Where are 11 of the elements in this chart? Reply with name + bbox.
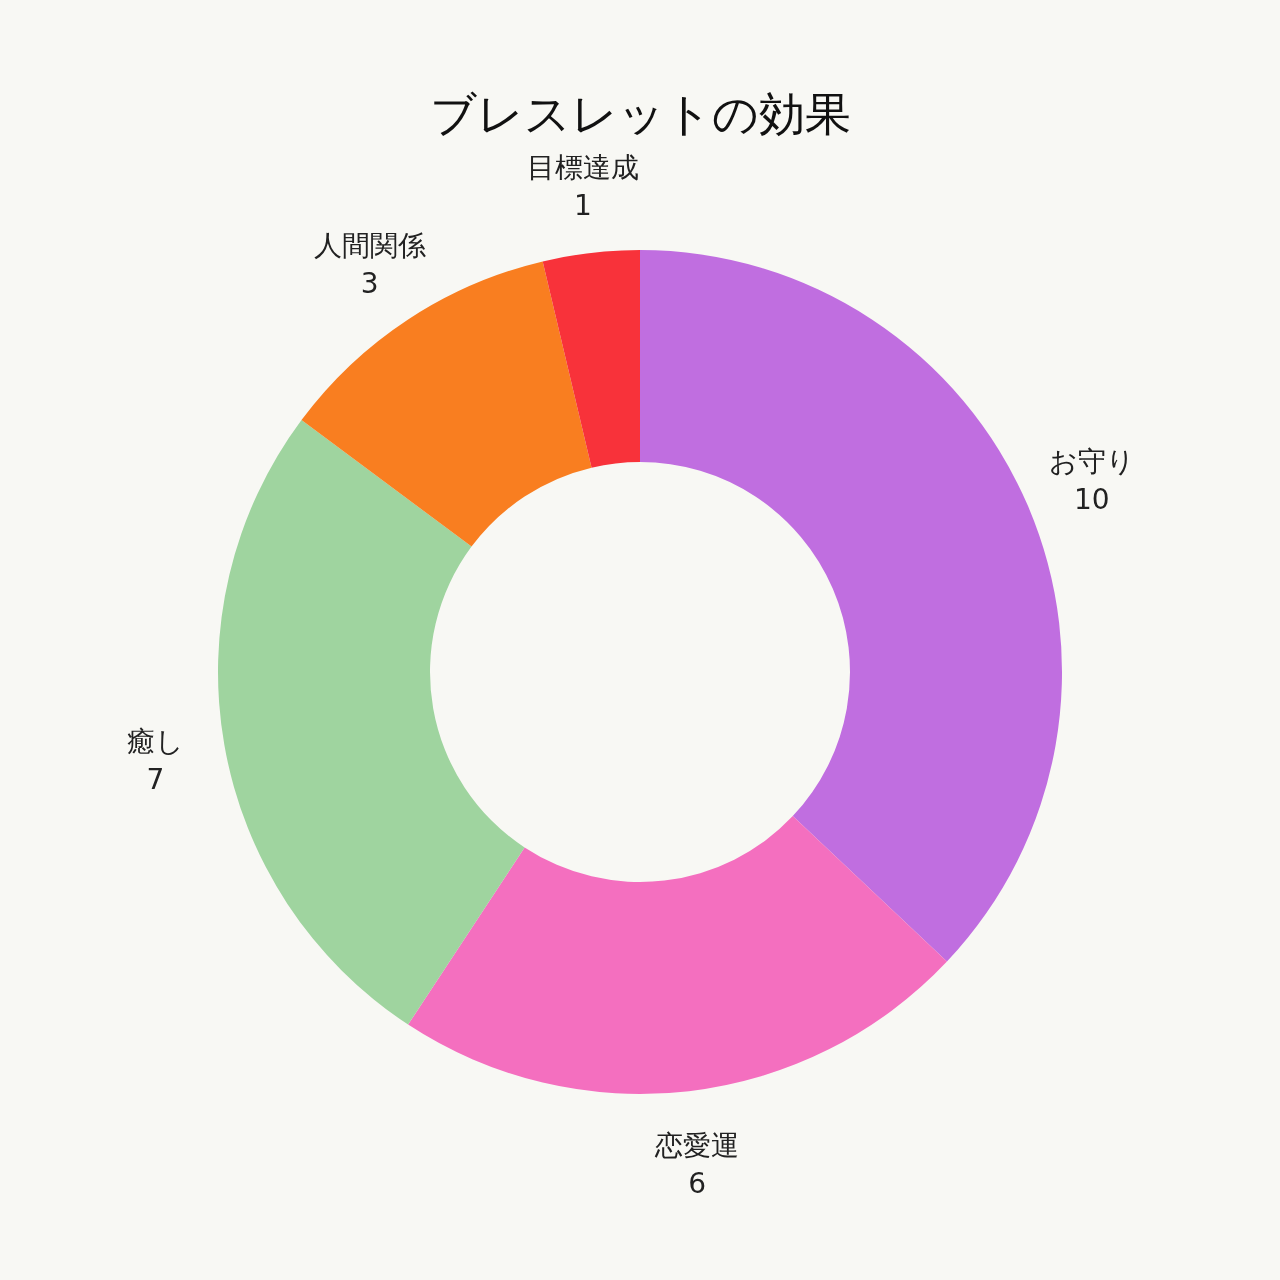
slice-label: お守り [1048,445,1135,479]
data-label: 3 [360,266,379,300]
slice-label: 目標達成 [526,151,639,185]
chart-title: ブレスレットの効果 [429,87,851,141]
data-label: 7 [146,763,165,797]
slice-label: 恋愛運 [654,1128,740,1162]
data-label: 6 [688,1166,707,1200]
data-label: 10 [1073,483,1110,517]
slice-label: 人間関係 [313,228,426,262]
data-label: 1 [573,189,592,223]
slice-label: 癒し [126,725,184,759]
